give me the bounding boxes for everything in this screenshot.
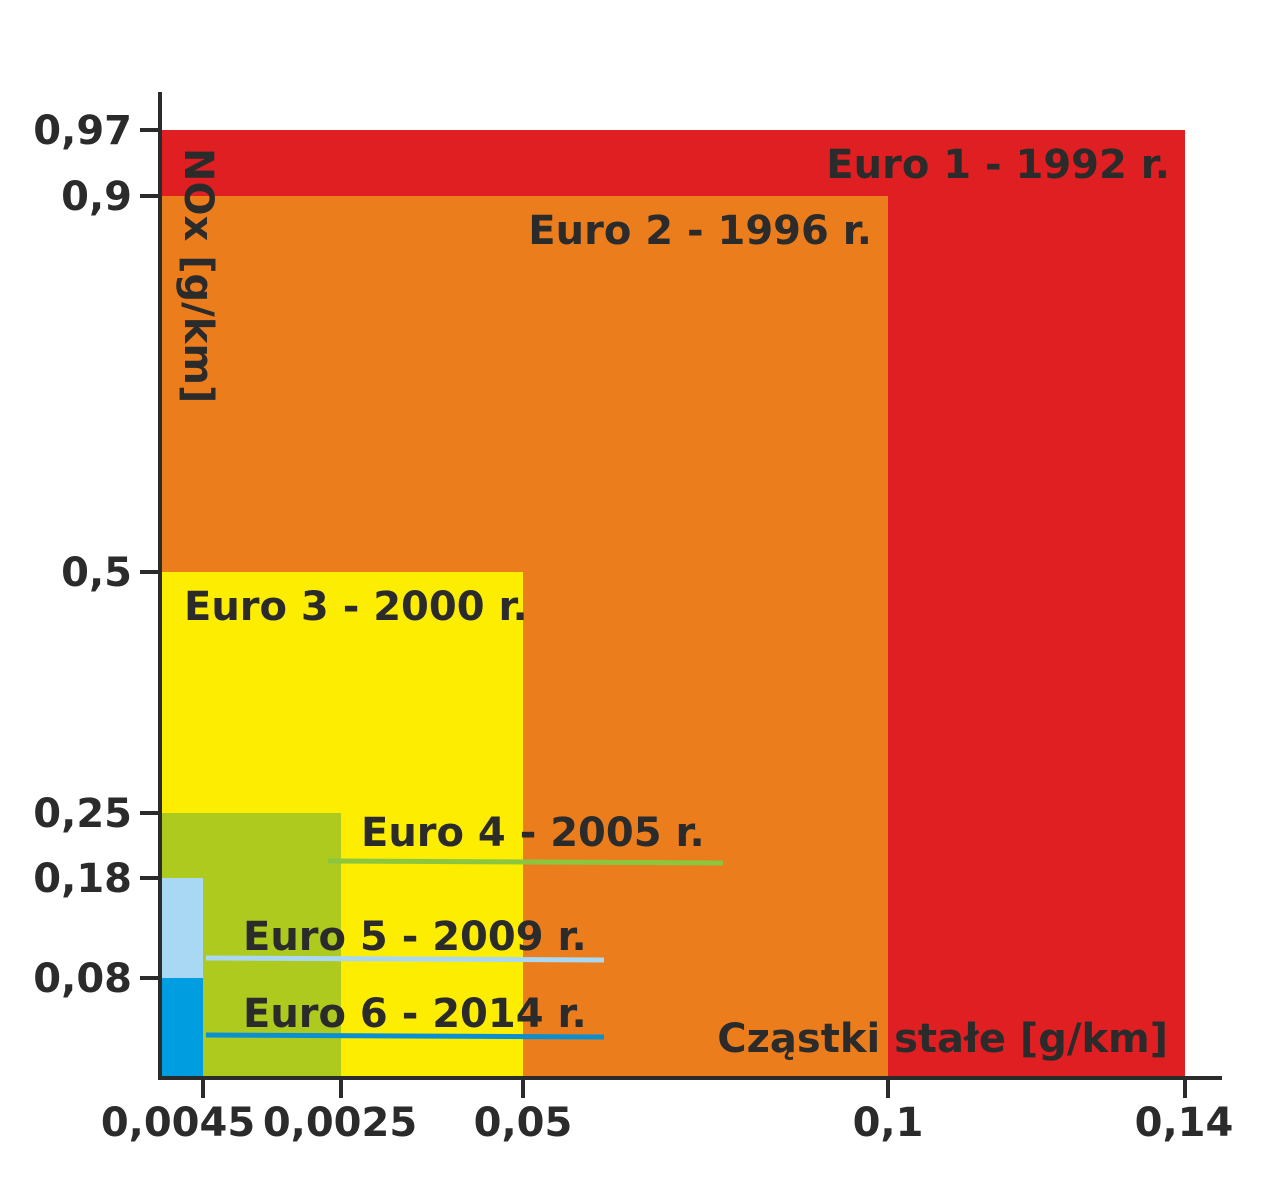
y-axis-label: NOx [g/km] <box>175 148 221 403</box>
axes-layer <box>140 92 1222 1098</box>
band-label-3: Euro 3 - 2000 r. <box>184 584 528 630</box>
tick-labels-layer: 0,97 0,9 0,5 0,25 0,18 0,08 0,0045 0,0025 0,05 0,… <box>33 108 1233 1146</box>
y-tick-label-1: 0,97 <box>33 108 132 154</box>
region-6 <box>160 978 203 1078</box>
x-axis-label: Cząstki stałe [g/km] <box>717 1016 1168 1062</box>
y-tick-label-6: 0,08 <box>33 956 132 1002</box>
band-label-1: Euro 1 - 1992 r. <box>826 142 1170 188</box>
x-tick-label-5: 0,14 <box>1135 1100 1234 1146</box>
x-tick-label-2: 0,0025 <box>263 1100 417 1146</box>
y-tick-label-5: 0,18 <box>33 856 132 902</box>
leader-line-5 <box>205 955 605 963</box>
y-tick-label-4: 0,25 <box>33 791 132 837</box>
y-tick-label-2: 0,9 <box>61 174 132 220</box>
x-tick-label-1: 0,0045 <box>101 1100 255 1146</box>
regions-layer <box>160 130 1185 1078</box>
x-tick-label-3: 0,05 <box>474 1100 573 1146</box>
band-label-6: Euro 6 - 2014 r. <box>243 991 587 1037</box>
y-tick-label-3: 0,5 <box>61 550 132 596</box>
band-label-4: Euro 4 - 2005 r. <box>361 810 705 856</box>
leader-lines-layer <box>205 858 724 1040</box>
band-label-2: Euro 2 - 1996 r. <box>528 208 872 254</box>
band-labels-layer: Euro 1 - 1992 r. Euro 2 - 1996 r. Euro 3 -… <box>184 142 1170 1037</box>
leader-line-6 <box>205 1032 605 1040</box>
band-label-5: Euro 5 - 2009 r. <box>243 914 587 960</box>
x-tick-label-4: 0,1 <box>853 1100 924 1146</box>
leader-line-4 <box>327 858 724 866</box>
